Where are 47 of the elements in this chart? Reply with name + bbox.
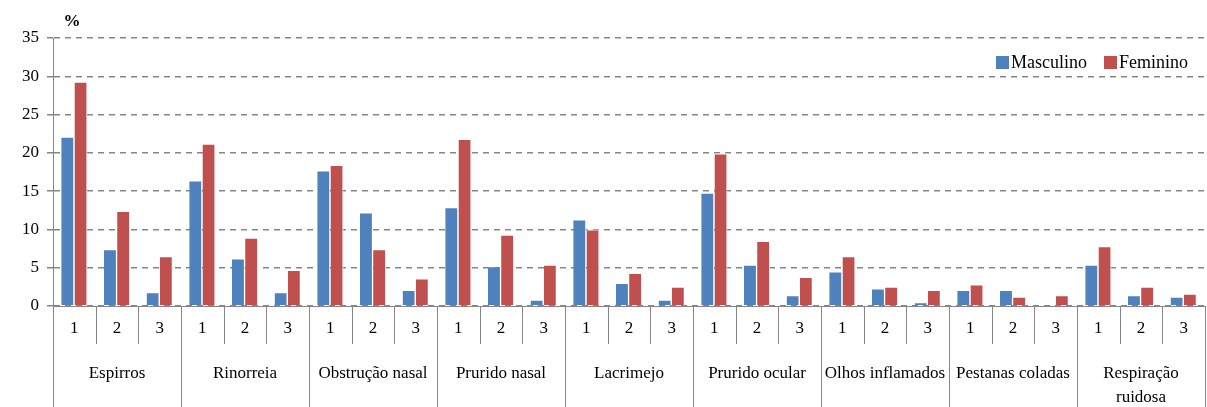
- x-tick-label: 2: [368, 317, 378, 337]
- y-tick-label: 0: [30, 295, 39, 315]
- text: Respiração ruidosa: [1103, 363, 1179, 407]
- x-tick-label: 1: [198, 317, 207, 337]
- x-tick-label: 2: [496, 317, 506, 337]
- y-axis-title: %: [63, 11, 81, 31]
- x-tick-label: 3: [1179, 317, 1188, 337]
- text: Pestanas coladas: [956, 363, 1070, 383]
- x-tick-label: 3: [283, 317, 292, 337]
- y-tick-label: 25: [22, 104, 39, 124]
- x-tick-label: 1: [582, 317, 591, 337]
- x-tick-label: 1: [966, 317, 975, 337]
- x-tick-label: 1: [326, 317, 335, 337]
- y-tick-label: 20: [22, 142, 39, 162]
- text: Prurido nasal: [455, 363, 547, 383]
- x-tick-label: 3: [155, 317, 164, 337]
- text: Olhos inflamados: [824, 363, 946, 383]
- text: Rinorreia: [212, 363, 278, 383]
- text: Prurido ocular: [708, 363, 807, 383]
- x-tick-label: 1: [1094, 317, 1103, 337]
- x-tick-label: 2: [1008, 317, 1018, 337]
- x-tick-label: 3: [667, 317, 676, 337]
- y-tick-label: 15: [22, 180, 39, 200]
- x-tick-label: 2: [880, 317, 890, 337]
- x-tick-label: 1: [710, 317, 719, 337]
- x-tick-label: 3: [1051, 317, 1060, 337]
- x-tick-label: 1: [454, 317, 463, 337]
- x-tick-label: 3: [795, 317, 804, 337]
- x-tick-label: 2: [1136, 317, 1146, 337]
- legend-label: Feminino: [1119, 51, 1189, 72]
- text: Obstrução nasal: [318, 363, 428, 383]
- x-tick-label: 2: [752, 317, 762, 337]
- legend-label: Masculino: [1011, 51, 1088, 72]
- x-tick-label: 3: [923, 317, 932, 337]
- y-tick-label: 10: [22, 218, 39, 238]
- x-tick-label: 1: [838, 317, 847, 337]
- text: Lacrimejo: [594, 363, 664, 383]
- x-tick-label: 2: [240, 317, 250, 337]
- text: Espirros: [88, 363, 146, 383]
- x-tick-label: 2: [112, 317, 122, 337]
- y-tick-label: 5: [30, 257, 39, 277]
- x-tick-label: 2: [624, 317, 634, 337]
- y-tick-label: 30: [22, 65, 39, 85]
- y-tick-label: 35: [22, 27, 39, 47]
- x-tick-label: 1: [70, 317, 79, 337]
- x-tick-label: 3: [539, 317, 548, 337]
- x-tick-label: 3: [411, 317, 420, 337]
